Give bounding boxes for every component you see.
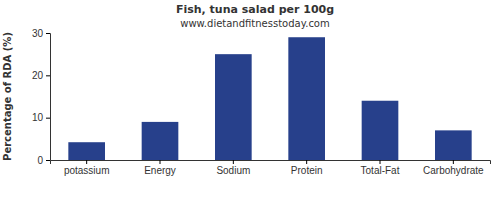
- bar: [435, 130, 472, 160]
- y-axis-title: Percentage of RDA (%): [2, 32, 13, 161]
- y-tick: 10: [32, 112, 50, 123]
- x-tick-mark: [86, 160, 87, 164]
- bar: [142, 122, 179, 160]
- y-tick-label: 30: [32, 28, 44, 39]
- x-tick-label: Protein: [291, 165, 323, 176]
- x-tick-label: Energy: [144, 165, 176, 176]
- x-tick-mark: [380, 160, 381, 164]
- bar: [362, 101, 399, 160]
- y-tick-mark: [46, 118, 50, 119]
- x-tick: Protein: [291, 160, 323, 176]
- x-tick-label: Total-Fat: [361, 165, 400, 176]
- y-tick-mark: [46, 160, 50, 161]
- x-tick-label: Carbohydrate: [423, 165, 484, 176]
- x-tick-mark: [160, 160, 161, 164]
- y-tick: 30: [32, 28, 50, 39]
- bar: [288, 37, 325, 160]
- x-tick: Energy: [144, 160, 176, 176]
- y-tick: 0: [37, 155, 50, 166]
- y-tick-label: 20: [32, 70, 44, 81]
- bars: [68, 37, 471, 160]
- y-tick-mark: [46, 75, 50, 76]
- y-axis-line: [46, 34, 51, 161]
- title: Fish, tuna salad per 100g: [176, 3, 334, 16]
- y-tick-label: 0: [37, 155, 43, 166]
- bar: [215, 54, 252, 160]
- x-tick: Sodium: [216, 160, 250, 176]
- x-tick: Total-Fat: [361, 160, 400, 176]
- x-tick: Carbohydrate: [423, 160, 484, 176]
- x-axis: potassium Energy Sodium Protein Total-Fat Car…: [51, 160, 491, 176]
- x-tick-label: Sodium: [216, 165, 250, 176]
- x-tick-label: potassium: [64, 165, 110, 176]
- subtitle: www.dietandfitnesstoday.com: [180, 18, 329, 29]
- y-tick: 20: [32, 70, 50, 81]
- y-axis: 0 10 20 30: [32, 28, 51, 166]
- x-tick-mark: [306, 160, 307, 164]
- y-tick-label: 10: [32, 112, 44, 123]
- chart: 0 10 20 30 potassium Energy Sodium Protein Total…: [0, 0, 500, 200]
- x-tick: potassium: [64, 160, 110, 176]
- y-tick-mark: [46, 33, 50, 34]
- x-tick-mark: [233, 160, 234, 164]
- x-axis-line: [51, 161, 491, 165]
- bar: [68, 142, 105, 160]
- plot: 0 10 20 30 potassium Energy Sodium Protein Total…: [32, 28, 491, 176]
- x-tick-mark: [453, 160, 454, 164]
